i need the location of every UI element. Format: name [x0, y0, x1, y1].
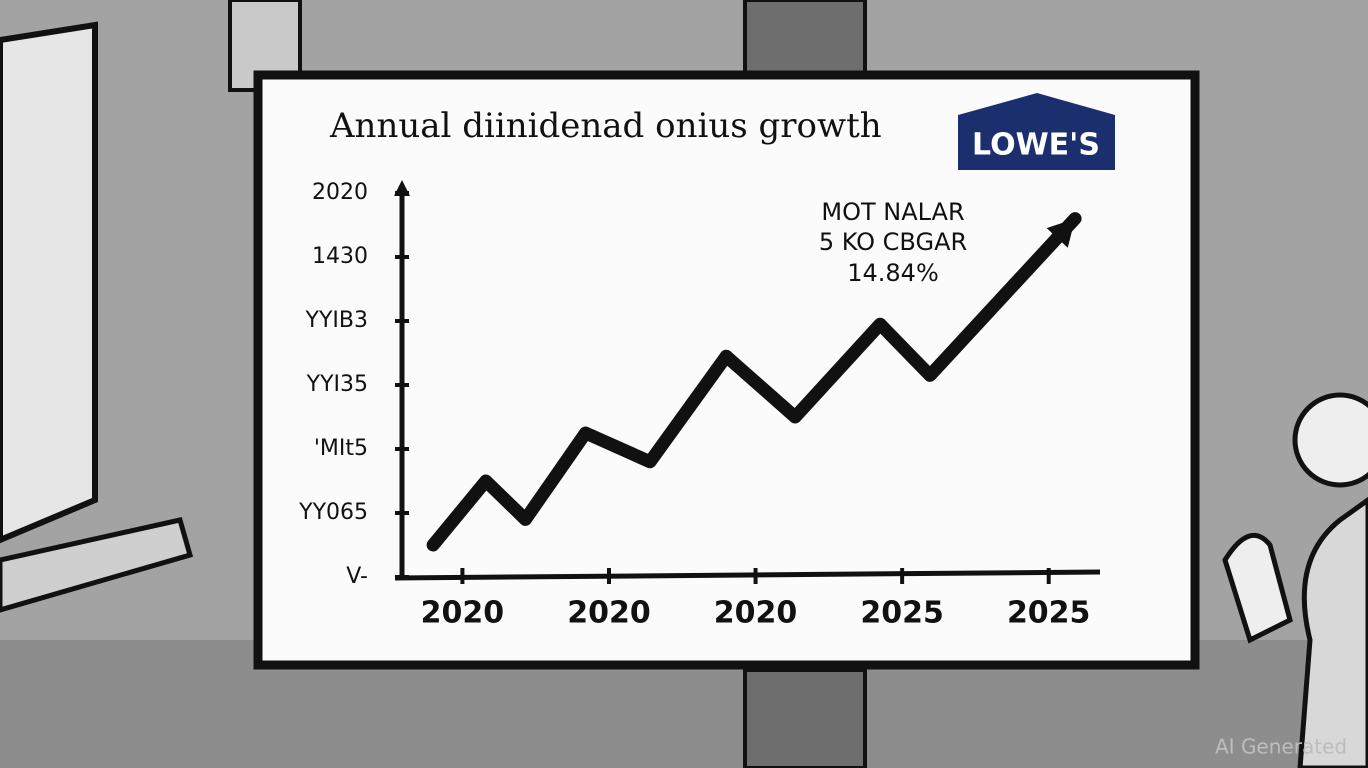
- keyboard: [0, 517, 194, 613]
- y-tick-label: V-: [346, 564, 368, 589]
- monitor: [0, 21, 98, 544]
- logo-badge: [958, 93, 1115, 170]
- annotation: 5 KO CBGAR: [819, 228, 967, 256]
- person-hand: [1222, 533, 1293, 644]
- line-arrowhead: [1046, 218, 1076, 248]
- x-tick-label: 2020: [567, 596, 651, 631]
- x-tick-label: 2020: [421, 596, 505, 631]
- chart-title: Annual diinidenad onius growth: [329, 106, 882, 146]
- annotation: MOT NALAR: [821, 198, 964, 226]
- y-tick-label: 2020: [312, 180, 368, 205]
- y-tick-label: YYI35: [306, 372, 368, 397]
- watermark: AI Generated: [1215, 735, 1347, 759]
- annotation: 14.84%: [847, 259, 939, 287]
- x-tick-label: 2025: [860, 596, 944, 631]
- person-head: [1292, 392, 1368, 488]
- y-tick-label: 'MIt5: [314, 436, 368, 461]
- board: [253, 70, 1200, 670]
- y-tick-label: YY065: [298, 500, 368, 525]
- y-tick-label: 1430: [312, 244, 368, 269]
- post-top: [743, 0, 867, 82]
- x-axis: [394, 569, 1101, 581]
- person: [1297, 496, 1368, 768]
- logo: LOWE'S: [972, 128, 1100, 163]
- post-bottom: [743, 668, 867, 768]
- y-tick-label: YYIB3: [305, 308, 368, 333]
- x-tick-label: 2025: [1007, 596, 1091, 631]
- x-tick-label: 2020: [714, 596, 798, 631]
- data-line: [426, 212, 1082, 552]
